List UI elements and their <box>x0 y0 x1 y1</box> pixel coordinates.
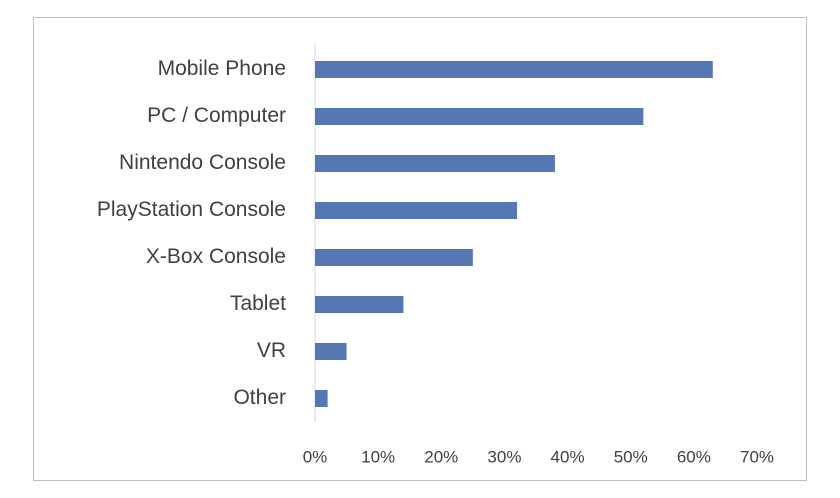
x-tick-label: 70% <box>740 447 774 466</box>
y-tick-label: Other <box>233 386 286 409</box>
bar <box>315 296 404 313</box>
x-tick-label: 40% <box>551 447 585 466</box>
bar <box>315 155 555 172</box>
x-tick-label: 60% <box>677 447 711 466</box>
bar <box>315 108 644 125</box>
x-tick-label: 50% <box>614 447 648 466</box>
bar <box>315 202 518 219</box>
x-tick-label: 10% <box>361 447 395 466</box>
x-tick-label: 20% <box>424 447 458 466</box>
bar <box>315 249 473 266</box>
x-tick-label: 30% <box>487 447 521 466</box>
y-tick-label: PC / Computer <box>147 104 286 127</box>
y-tick-label: Mobile Phone <box>158 57 286 80</box>
y-tick-label: PlayStation Console <box>97 198 286 221</box>
x-tick-label: 0% <box>303 447 328 466</box>
bar <box>315 343 347 360</box>
y-tick-label: Nintendo Console <box>119 151 286 174</box>
y-tick-label: VR <box>257 339 286 362</box>
y-tick-label: Tablet <box>230 292 286 315</box>
y-tick-label: X-Box Console <box>146 245 286 268</box>
bar <box>315 61 713 78</box>
bar <box>315 390 328 407</box>
